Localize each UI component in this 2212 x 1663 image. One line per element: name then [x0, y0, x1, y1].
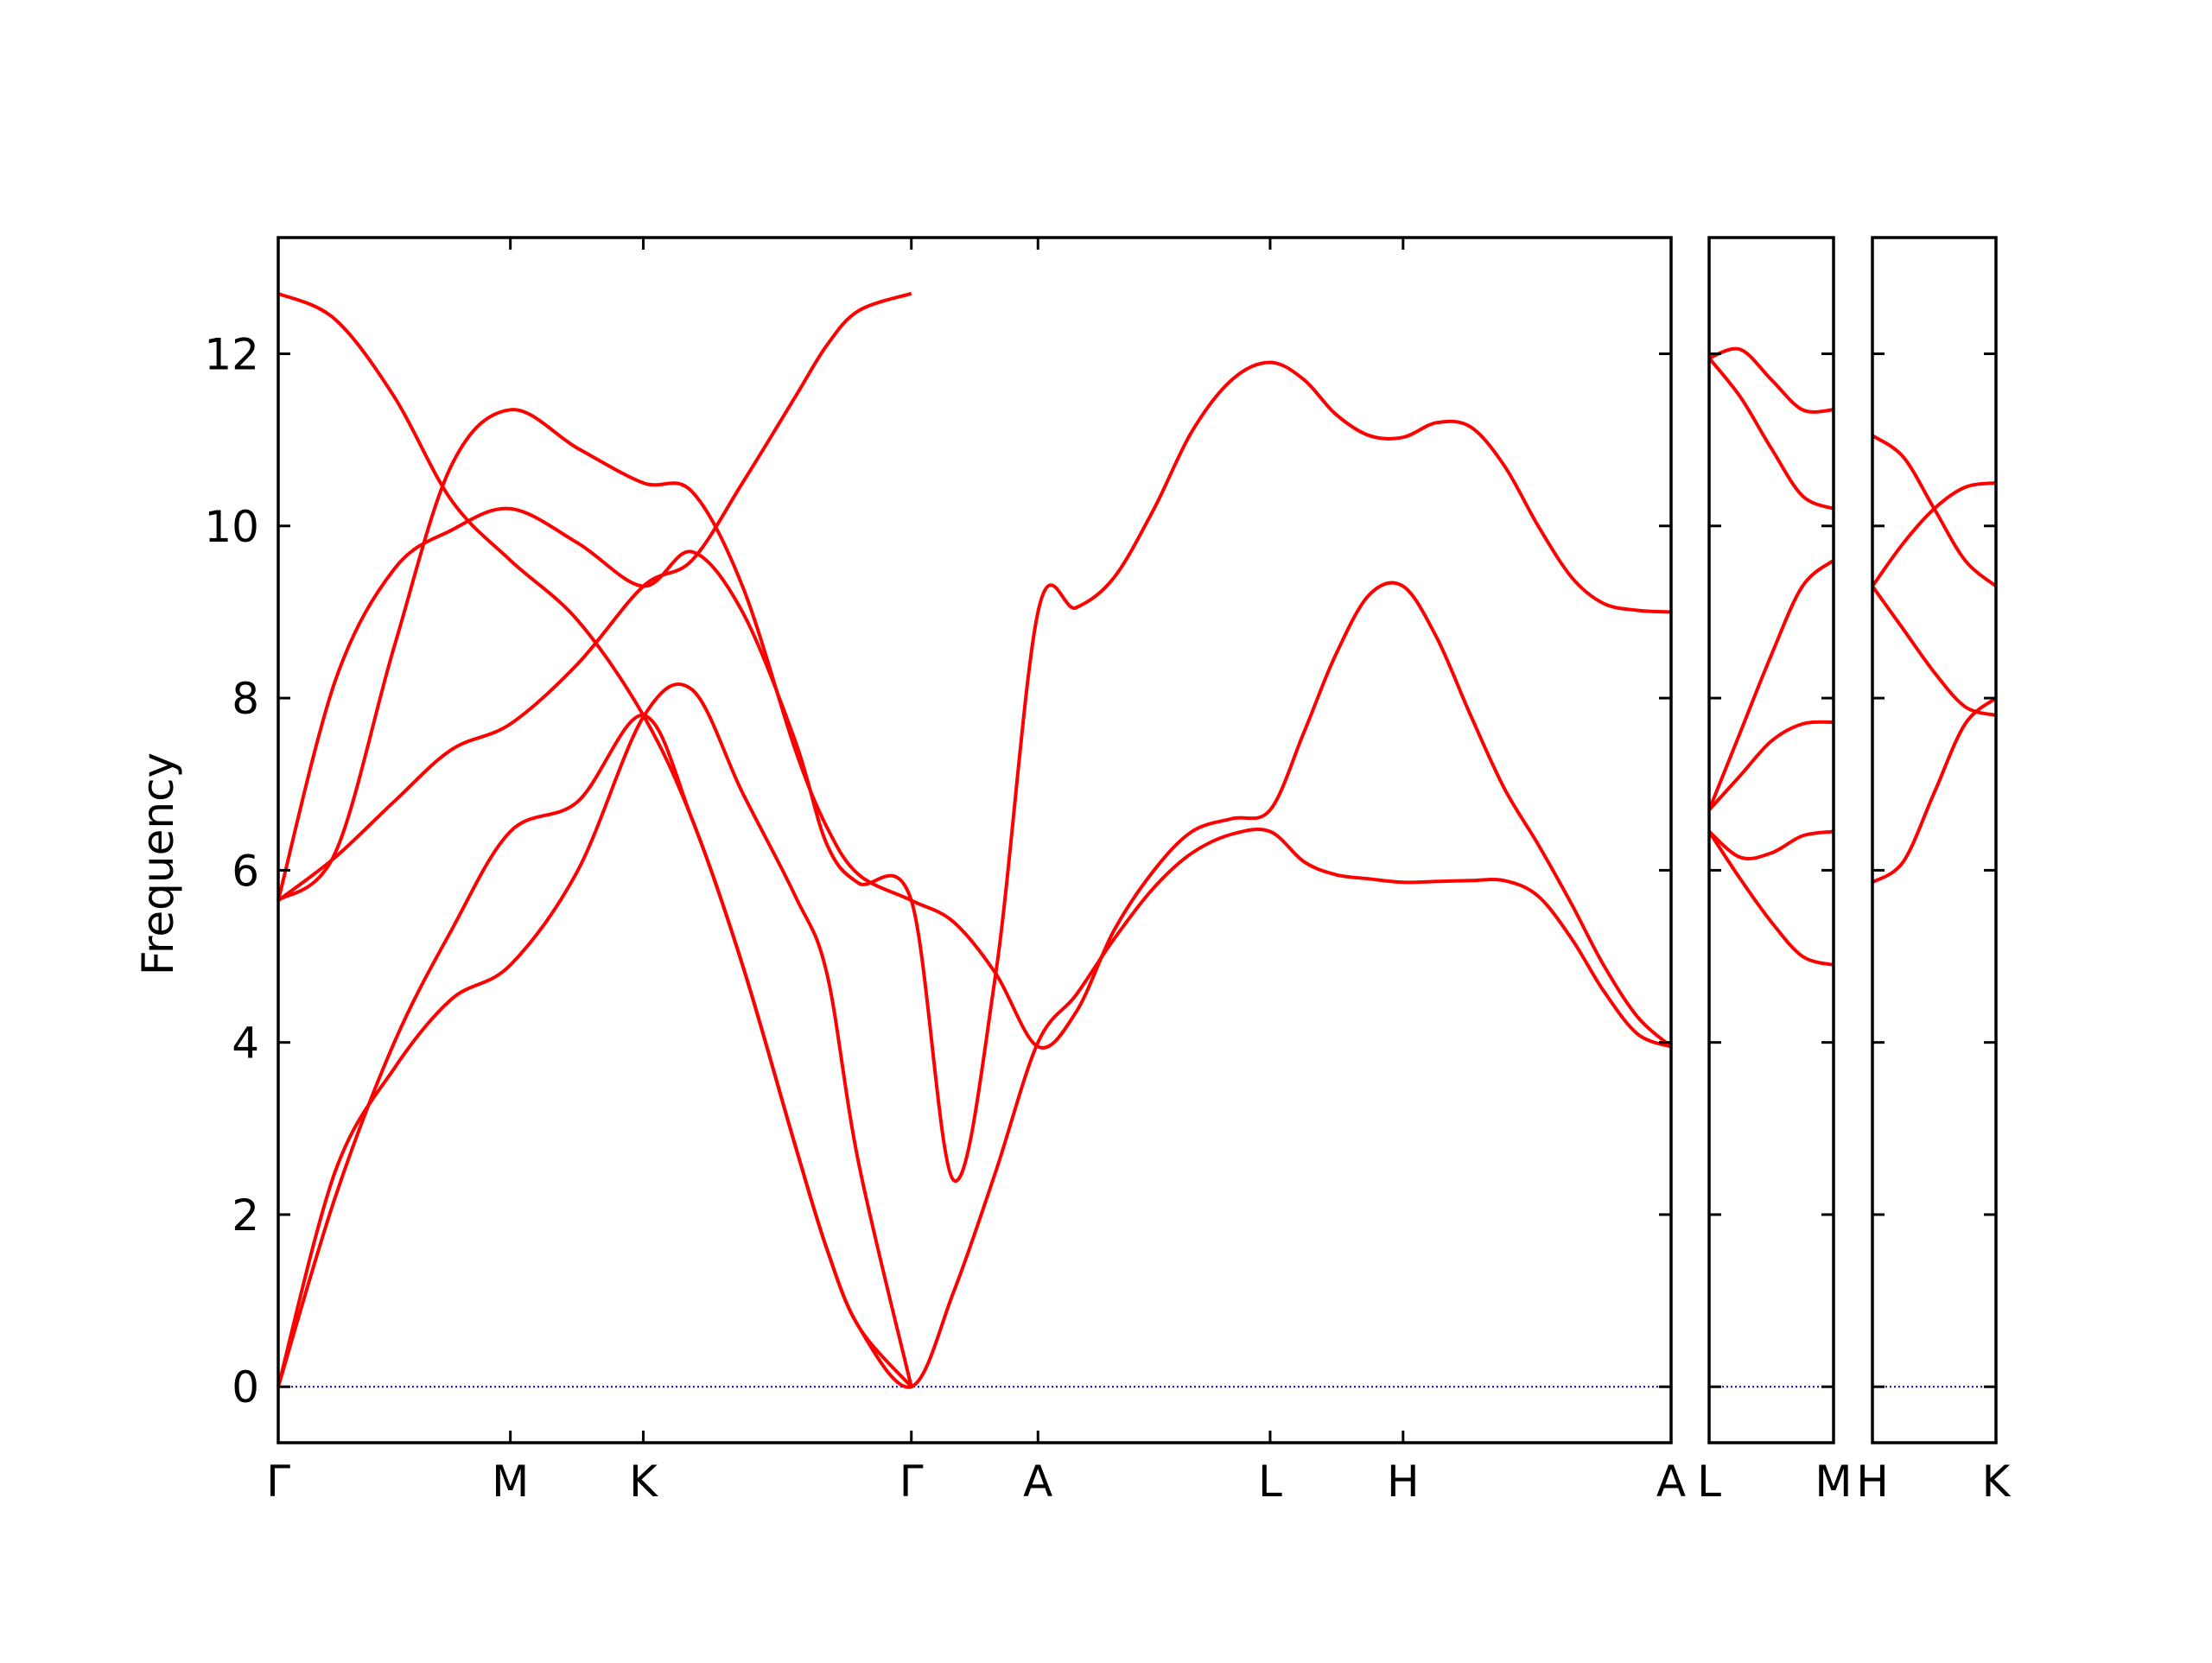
panel-frame [1871, 236, 1998, 1444]
x-tick-label: L [1258, 1457, 1282, 1507]
x-tick-label: A [1023, 1457, 1052, 1507]
band-2-6 [1707, 830, 1834, 967]
panel-frame [276, 236, 1673, 1444]
panel-frame [1707, 236, 1835, 1444]
y-tick-label: 8 [232, 674, 259, 724]
band-1-1 [277, 291, 1672, 1389]
x-tick-label: L [1697, 1457, 1721, 1507]
band-1-6 [276, 682, 913, 1387]
x-tick-label: K [1982, 1457, 2012, 1507]
y-tick-label: 0 [232, 1362, 259, 1412]
x-tick-label: M [1815, 1457, 1852, 1507]
band-3-2 [1871, 481, 1997, 587]
x-tick-label: M [492, 1457, 529, 1507]
band-1-3 [276, 360, 1672, 1183]
band-3-4 [1871, 696, 1998, 885]
y-tick-label: 2 [232, 1190, 259, 1241]
band-2-5 [1707, 829, 1834, 860]
band-3-3 [1871, 585, 1997, 717]
band-1-5 [276, 714, 913, 1388]
x-tick-label: Γ [266, 1457, 290, 1507]
y-axis-label: Frequency [133, 752, 183, 975]
band-2-4 [1707, 720, 1834, 811]
y-tick-label: 12 [204, 330, 259, 380]
band-1-4 [276, 291, 912, 902]
x-tick-label: A [1656, 1457, 1686, 1507]
y-tick-label: 10 [204, 502, 259, 552]
band-1-2 [276, 408, 1673, 1050]
band-2-2 [1707, 357, 1834, 511]
x-tick-label: H [1387, 1457, 1420, 1507]
y-tick-label: 4 [232, 1019, 259, 1069]
band-2-3 [1707, 559, 1835, 811]
band-2-1 [1708, 346, 1834, 414]
x-tick-label: H [1856, 1457, 1889, 1507]
y-tick-label: 6 [232, 846, 259, 896]
x-tick-label: Γ [899, 1457, 924, 1507]
x-tick-label: K [629, 1457, 658, 1507]
